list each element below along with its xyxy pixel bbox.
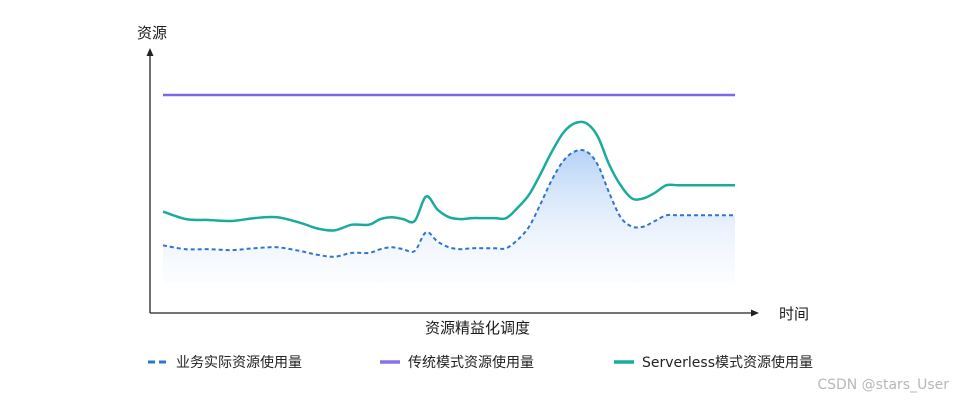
series-serverless-usage	[162, 120, 735, 232]
x-axis-arrow	[751, 309, 759, 317]
legend-swatch-dashed	[148, 360, 168, 364]
x-axis-label: 时间	[779, 305, 810, 323]
chart-caption: 资源精益化调度	[425, 319, 531, 337]
legend-item-serverless: Serverless模式资源使用量	[614, 352, 813, 372]
series-actual-usage	[162, 148, 735, 258]
actual-usage-area	[163, 149, 735, 283]
legend-label-serverless: Serverless模式资源使用量	[642, 355, 814, 371]
legend-item-traditional: 传统模式资源使用量	[380, 352, 534, 372]
y-axis-arrow	[146, 48, 154, 56]
legend-item-actual: 业务实际资源使用量	[148, 352, 302, 372]
y-axis-label: 资源	[137, 24, 168, 42]
legend-swatch-purple	[380, 360, 400, 364]
legend-swatch-teal	[614, 360, 634, 364]
watermark: CSDN @stars_User	[817, 377, 949, 393]
legend-label-actual: 业务实际资源使用量	[176, 355, 302, 371]
legend-label-traditional: 传统模式资源使用量	[408, 355, 534, 371]
